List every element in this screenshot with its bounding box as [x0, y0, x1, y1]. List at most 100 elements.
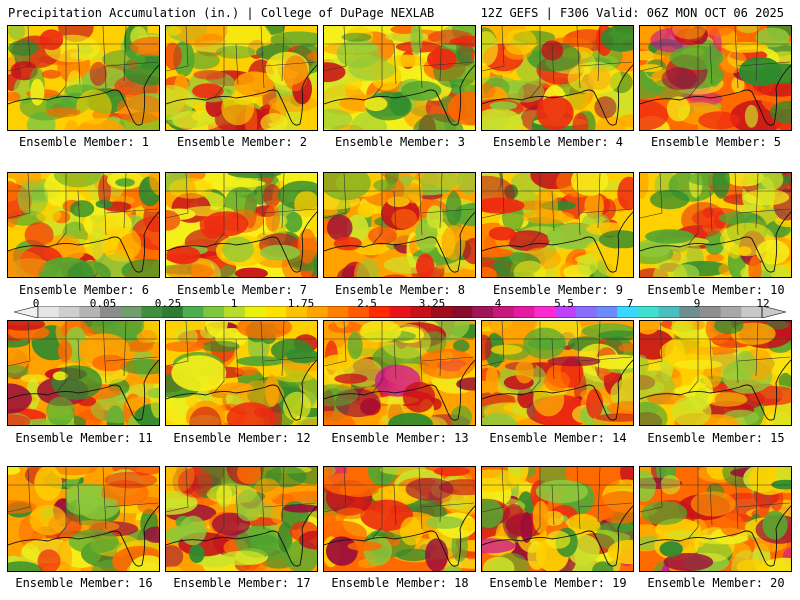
precip-map — [640, 321, 791, 425]
colorbar-swatch — [534, 306, 556, 318]
ensemble-panel-5 — [639, 25, 792, 131]
ensemble-panel-16 — [7, 466, 160, 572]
colorbar-swatch — [244, 306, 267, 318]
ensemble-panel-13 — [323, 320, 476, 426]
ensemble-panel-9 — [481, 172, 634, 278]
colorbar-tick-label: 3.25 — [418, 297, 446, 310]
precip-map — [8, 26, 159, 130]
colorbar-swatch — [720, 306, 742, 318]
colorbar-tick-label: 12 — [756, 297, 770, 310]
ensemble-panel-20 — [639, 466, 792, 572]
ensemble-member-label: Ensemble Member: 10 — [647, 283, 785, 297]
colorbar-swatch — [79, 306, 101, 318]
ensemble-member-label: Ensemble Member: 3 — [334, 135, 466, 149]
precip-map — [640, 173, 791, 277]
colorbar-tick-label: 1.75 — [287, 297, 315, 310]
ensemble-member-label: Ensemble Member: 9 — [492, 283, 624, 297]
colorbar-tick-label: 4 — [494, 297, 502, 310]
colorbar-swatch — [493, 306, 515, 318]
colorbar-tick-label: 0 — [32, 297, 40, 310]
precip-map — [482, 173, 633, 277]
colorbar-swatch — [141, 306, 163, 318]
precip-map — [8, 173, 159, 277]
precip-map — [324, 321, 475, 425]
ensemble-panel-19 — [481, 466, 634, 572]
precip-map — [8, 467, 159, 571]
colorbar-swatch — [472, 306, 494, 318]
ensemble-member-label: Ensemble Member: 7 — [176, 283, 308, 297]
ensemble-member-label: Ensemble Member: 16 — [15, 576, 153, 590]
colorbar-swatch — [100, 306, 122, 318]
precip-map — [166, 26, 317, 130]
colorbar-tick-label: 7 — [626, 297, 634, 310]
ensemble-panel-3 — [323, 25, 476, 131]
colorbar-tick-label: 0.25 — [154, 297, 182, 310]
ensemble-panel-14 — [481, 320, 634, 426]
colorbar-tick-label: 1 — [230, 297, 238, 310]
colorbar-swatch — [120, 306, 142, 318]
colorbar-swatch — [306, 306, 329, 318]
colorbar-tick-label: 9 — [693, 297, 701, 310]
colorbar-swatch — [410, 306, 432, 318]
ensemble-member-label: Ensemble Member: 14 — [489, 431, 627, 445]
colorbar-swatch — [699, 306, 722, 318]
precip-map — [482, 26, 633, 130]
ensemble-member-label: Ensemble Member: 6 — [18, 283, 150, 297]
ensemble-member-label: Ensemble Member: 13 — [331, 431, 469, 445]
colorbar-swatch — [327, 306, 349, 318]
ensemble-member-label: Ensemble Member: 11 — [15, 431, 153, 445]
precip-colorbar — [14, 306, 786, 318]
colorbar-swatch — [637, 306, 660, 318]
colorbar-swatch — [348, 306, 370, 318]
colorbar-tick-label: 2.5 — [357, 297, 377, 310]
colorbar-swatch — [451, 306, 473, 318]
colorbar-swatch — [431, 306, 453, 318]
ensemble-panel-8 — [323, 172, 476, 278]
precip-map — [166, 321, 317, 425]
colorbar-swatch — [38, 306, 60, 318]
precip-map — [324, 173, 475, 277]
precip-map — [324, 467, 475, 571]
ensemble-panel-11 — [7, 320, 160, 426]
colorbar-swatch — [513, 306, 535, 318]
ensemble-panel-17 — [165, 466, 318, 572]
colorbar-swatch — [58, 306, 80, 318]
colorbar-tick-label: 0.05 — [89, 297, 117, 310]
model-valid-time: 12Z GEFS | F306 Valid: 06Z MON OCT 06 20… — [480, 6, 784, 20]
ensemble-member-label: Ensemble Member: 19 — [489, 576, 627, 590]
colorbar-swatch — [617, 306, 639, 318]
colorbar-swatch — [555, 306, 577, 318]
colorbar-swatch — [286, 306, 308, 318]
colorbar-swatch — [203, 306, 225, 318]
precip-map — [640, 467, 791, 571]
ensemble-panel-10 — [639, 172, 792, 278]
precip-map — [482, 467, 633, 571]
ensemble-member-label: Ensemble Member: 20 — [647, 576, 785, 590]
colorbar-swatch — [224, 306, 246, 318]
colorbar-swatch — [658, 306, 680, 318]
colorbar-swatch — [679, 306, 701, 318]
ensemble-member-label: Ensemble Member: 4 — [492, 135, 624, 149]
precip-map — [166, 173, 317, 277]
ensemble-panel-15 — [639, 320, 792, 426]
ensemble-panel-4 — [481, 25, 634, 131]
ensemble-panel-12 — [165, 320, 318, 426]
ensemble-member-label: Ensemble Member: 15 — [647, 431, 785, 445]
ensemble-member-label: Ensemble Member: 1 — [18, 135, 150, 149]
ensemble-panel-1 — [7, 25, 160, 131]
ensemble-panel-18 — [323, 466, 476, 572]
map-title: Precipitation Accumulation (in.) | Colle… — [8, 6, 435, 20]
colorbar-swatch — [389, 306, 411, 318]
ensemble-member-label: Ensemble Member: 2 — [176, 135, 308, 149]
precip-map — [324, 26, 475, 130]
ensemble-panel-6 — [7, 172, 160, 278]
ensemble-member-label: Ensemble Member: 17 — [173, 576, 311, 590]
ensemble-member-label: Ensemble Member: 5 — [650, 135, 782, 149]
colorbar-swatch — [741, 306, 763, 318]
colorbar-swatch — [162, 306, 184, 318]
precip-map — [482, 321, 633, 425]
colorbar-swatch — [182, 306, 204, 318]
ensemble-panel-2 — [165, 25, 318, 131]
colorbar-tick-label: 5.5 — [554, 297, 574, 310]
precip-map — [8, 321, 159, 425]
